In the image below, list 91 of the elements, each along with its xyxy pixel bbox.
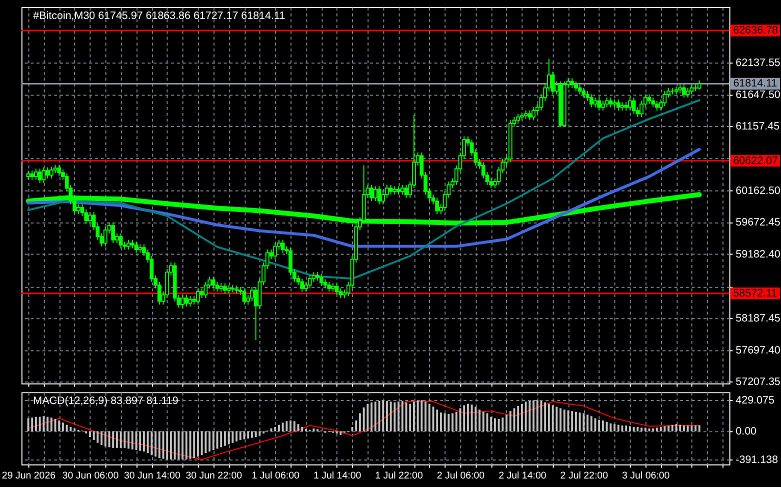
candlestick — [690, 84, 694, 95]
y-tick-label: 57207.35 — [736, 376, 780, 388]
x-tick-label: 1 Jul 06:00 — [252, 470, 300, 482]
y-tick-label: 58187.45 — [736, 312, 780, 325]
candlestick — [651, 97, 656, 108]
y-tick-label: 429.075 — [736, 394, 774, 407]
candlestick — [84, 208, 88, 224]
candlestick — [88, 212, 92, 224]
candlestick — [528, 110, 532, 121]
candlestick — [400, 184, 404, 196]
candlestick — [377, 186, 382, 205]
candlestick — [601, 100, 605, 112]
candlestick — [370, 184, 374, 202]
candlestick — [327, 281, 332, 292]
candlestick — [57, 164, 62, 176]
candlestick — [134, 241, 138, 254]
candlestick — [632, 97, 636, 114]
candlestick — [597, 97, 602, 112]
y-tick-label: 61647.50 — [736, 88, 780, 101]
chart-title: MACD(12,26,9) 83.897 81.119 — [33, 394, 178, 407]
y-tick-label: 0.00 — [736, 426, 757, 438]
x-tick-label: 1 Jul 22:00 — [375, 470, 424, 482]
candlestick — [616, 99, 620, 112]
candlestick — [300, 278, 304, 292]
candlestick — [570, 78, 574, 88]
y-tick-label: 57697.40 — [736, 344, 780, 356]
candlestick — [211, 276, 216, 289]
candlestick — [593, 97, 598, 108]
x-tick-label: 2 Jul 14:00 — [498, 470, 547, 482]
candlestick — [180, 294, 184, 308]
x-tick-label: 30 Jun 14:00 — [124, 470, 181, 482]
candlestick — [196, 288, 200, 306]
candlestick — [273, 242, 278, 260]
x-tick-label: 30 Jun 06:00 — [62, 470, 120, 482]
ref-line-label: 61814.11 — [733, 78, 778, 90]
y-tick-label: 59182.40 — [736, 248, 780, 260]
candlestick — [604, 97, 609, 108]
candlestick — [38, 168, 42, 184]
candlestick — [184, 294, 188, 307]
ref-line-label: 58572.11 — [733, 287, 778, 300]
candlestick — [30, 170, 34, 180]
x-tick-label: 30 Jun 22:00 — [186, 470, 243, 482]
y-tick-label: 59672.45 — [736, 216, 780, 229]
candlestick — [76, 204, 80, 214]
candlestick — [435, 197, 440, 214]
y-tick-label: 61157.45 — [736, 120, 780, 133]
candlestick — [42, 166, 46, 184]
candlestick — [200, 288, 204, 299]
y-tick-label: -391.138 — [736, 454, 778, 466]
candlestick — [49, 166, 54, 179]
candlestick — [126, 239, 130, 250]
candlestick — [628, 97, 632, 112]
candlestick — [34, 168, 38, 180]
candlestick — [532, 106, 536, 121]
x-tick-label: 3 Jul 06:00 — [622, 470, 670, 482]
candlestick — [686, 87, 690, 98]
ref-line-label: 60622.07 — [733, 154, 778, 167]
x-tick-label: 1 Jul 14:00 — [313, 470, 362, 482]
candlestick — [103, 226, 108, 247]
candlestick — [46, 166, 50, 179]
x-tick-label: 2 Jul 06:00 — [436, 470, 486, 482]
candlestick — [655, 100, 659, 112]
candlestick — [319, 274, 324, 286]
candlestick — [682, 84, 686, 98]
candlestick — [647, 94, 652, 105]
candlestick — [578, 84, 582, 95]
candlestick — [242, 288, 246, 306]
candlestick — [574, 80, 578, 92]
candlestick — [26, 170, 30, 180]
y-tick-label: 60162.50 — [736, 184, 780, 197]
candlestick — [388, 184, 393, 196]
candlestick — [223, 282, 227, 294]
candlestick — [662, 90, 667, 106]
x-tick-label: 29 Jun 2026 — [2, 470, 56, 482]
chart-title: #Bitcoin,M30 61745.97 61863.86 61727.17 61814.11 — [33, 10, 286, 22]
candlestick — [516, 113, 520, 124]
candlestick — [589, 94, 594, 108]
candlestick — [582, 87, 586, 98]
candlestick — [111, 222, 116, 244]
candlestick — [334, 282, 339, 296]
y-tick-label: 62137.55 — [736, 57, 780, 70]
candlestick — [280, 239, 285, 254]
line-series — [26, 148, 701, 248]
x-tick-label: 2 Jul 22:00 — [560, 470, 609, 482]
candlestick — [404, 184, 408, 198]
candlestick — [118, 232, 123, 249]
candlestick — [608, 97, 613, 108]
ref-line-label: 62636.78 — [733, 24, 778, 36]
candlestick — [308, 274, 312, 289]
line-series — [27, 99, 700, 280]
candlestick — [373, 186, 378, 202]
